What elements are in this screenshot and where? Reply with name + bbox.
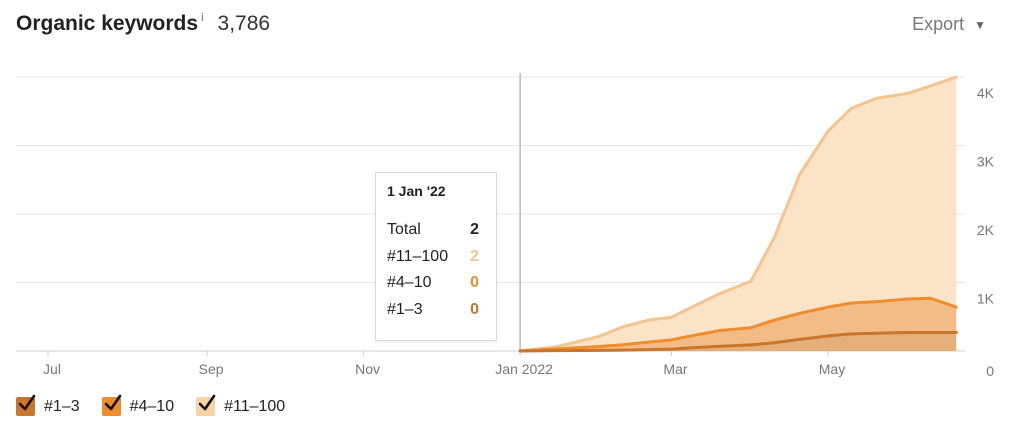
checkmark-icon <box>18 394 36 411</box>
tooltip-value: 2 <box>470 247 479 265</box>
series-area <box>520 77 957 351</box>
series-line <box>518 331 958 353</box>
checkmark-icon <box>198 394 216 411</box>
tooltip-row-total: Total 2 <box>387 217 485 244</box>
tooltip-label: #11–100 <box>387 247 449 265</box>
checkbox[interactable] <box>16 394 36 416</box>
caret-down-icon: ▼ <box>974 17 986 32</box>
series-area <box>520 332 957 351</box>
series-area <box>520 298 957 351</box>
x-tick-label: May <box>819 361 845 377</box>
export-button[interactable]: Export ▼ <box>912 14 986 35</box>
tooltip-value: 0 <box>470 300 479 318</box>
legend-label: #11–100 <box>224 397 286 415</box>
x-tick-label: Jul <box>43 361 61 377</box>
legend-item-4-10[interactable]: #4–10 <box>101 394 175 416</box>
tooltip-label: #1–3 <box>387 300 423 318</box>
tooltip-row-4-10: #4–10 0 <box>387 270 485 297</box>
chart-header: Organic keywords i 3,786 <box>16 12 270 42</box>
tooltip-row-1-3: #1–3 0 <box>387 297 485 324</box>
series-line <box>518 75 958 353</box>
checkbox[interactable] <box>101 394 121 416</box>
series-line <box>518 296 958 353</box>
legend-label: #4–10 <box>129 397 175 415</box>
y-tick-label: 4K <box>977 85 995 101</box>
x-tick-label: Nov <box>355 361 380 377</box>
keyword-total: 3,786 <box>217 12 271 35</box>
info-icon[interactable]: i <box>201 12 204 24</box>
legend-item-11-100[interactable]: #11–100 <box>196 394 286 416</box>
chart-title: Organic keywords <box>16 12 199 35</box>
legend-label: #1–3 <box>44 397 80 415</box>
tooltip-date: 1 Jan '22 <box>387 183 446 199</box>
y-tick-label: 0 <box>986 363 994 379</box>
tooltip-label: Total <box>387 221 421 239</box>
y-tick-label: 1K <box>977 291 995 307</box>
chart-legend: #1–3 #4–10 #11–100 <box>16 394 307 416</box>
y-tick-label: 3K <box>977 154 995 170</box>
tooltip-value: 2 <box>470 221 479 239</box>
checkmark-icon <box>104 394 121 411</box>
tooltip-label: #4–10 <box>387 274 432 292</box>
x-tick-label: Mar <box>663 361 687 377</box>
hover-tooltip: 1 Jan '22 Total 2 #11–100 2 #4–10 0 #1–3… <box>375 172 497 341</box>
export-label: Export <box>912 14 965 34</box>
x-tick-label: Sep <box>199 361 224 377</box>
checkbox[interactable] <box>196 394 216 416</box>
y-tick-label: 2K <box>977 222 995 238</box>
legend-item-1-3[interactable]: #1–3 <box>16 394 80 416</box>
tooltip-value: 0 <box>470 274 479 292</box>
tooltip-row-11-100: #11–100 2 <box>387 244 485 271</box>
x-tick-label: Jan 2022 <box>495 361 553 377</box>
